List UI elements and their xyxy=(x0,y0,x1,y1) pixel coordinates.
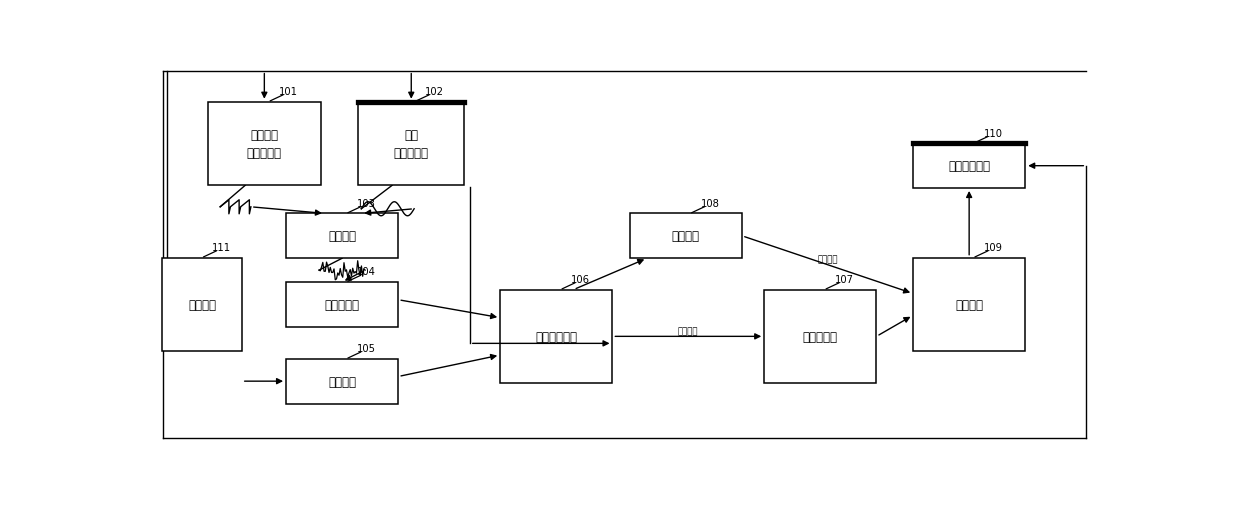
Bar xyxy=(501,290,612,383)
Text: 110: 110 xyxy=(984,128,1002,138)
Text: 108: 108 xyxy=(700,198,720,208)
Bar xyxy=(286,282,398,327)
Text: 104: 104 xyxy=(357,267,375,277)
Text: 101: 101 xyxy=(279,87,297,96)
Text: 106: 106 xyxy=(571,274,590,284)
Text: 加法电路: 加法电路 xyxy=(328,230,356,243)
Text: 105: 105 xyxy=(357,343,375,354)
Bar xyxy=(208,103,321,186)
Text: 111: 111 xyxy=(212,242,232,252)
Bar xyxy=(358,103,465,186)
Text: 控制装置: 控制装置 xyxy=(188,298,216,311)
Text: 103: 103 xyxy=(357,198,375,208)
Bar xyxy=(913,144,1026,189)
Bar xyxy=(629,214,742,259)
Text: 锁相电路: 锁相电路 xyxy=(955,298,983,311)
Text: 半导体激光器: 半导体激光器 xyxy=(535,330,577,343)
Bar xyxy=(286,214,398,259)
Text: 102: 102 xyxy=(425,87,444,96)
Text: 倍频电路: 倍频电路 xyxy=(672,230,700,243)
Bar xyxy=(286,359,398,404)
Text: 参考信号: 参考信号 xyxy=(818,255,838,264)
Text: 激光电流源: 激光电流源 xyxy=(325,298,359,311)
Text: 被测气体: 被测气体 xyxy=(678,327,699,336)
Text: 107: 107 xyxy=(835,274,854,284)
Text: 信号处理模块: 信号处理模块 xyxy=(948,160,990,173)
Text: 光电探测器: 光电探测器 xyxy=(803,330,838,343)
Text: 波长扫描
信号发生器: 波长扫描 信号发生器 xyxy=(247,129,281,160)
Bar xyxy=(913,258,1026,351)
Text: 109: 109 xyxy=(984,242,1002,252)
Text: 温控电路: 温控电路 xyxy=(328,375,356,388)
Text: 调制
信号发生器: 调制 信号发生器 xyxy=(394,129,429,160)
Bar xyxy=(764,290,876,383)
Bar xyxy=(162,258,242,351)
